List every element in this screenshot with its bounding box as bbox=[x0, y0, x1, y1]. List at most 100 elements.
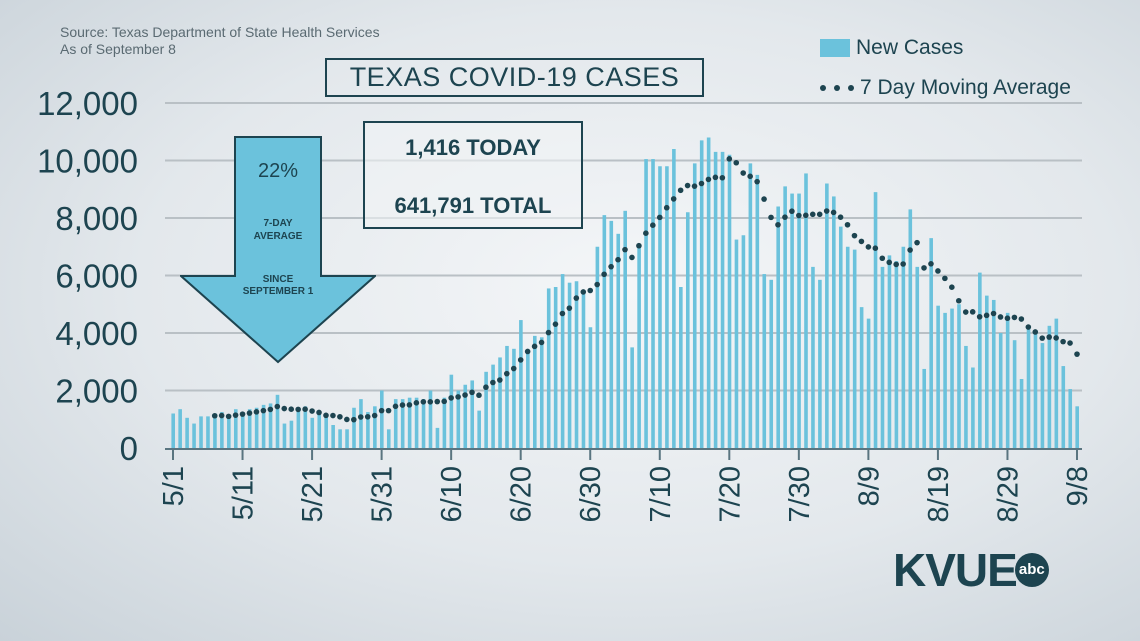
average-dot bbox=[893, 261, 899, 268]
kvue-logo: KVUE abc bbox=[893, 543, 1049, 597]
average-dot bbox=[469, 389, 475, 396]
bar bbox=[199, 416, 203, 448]
legend-label: New Cases bbox=[856, 36, 964, 59]
average-dot bbox=[663, 204, 670, 211]
average-dot bbox=[670, 196, 677, 202]
y-tick-label: 10,000 bbox=[37, 143, 138, 180]
average-dot bbox=[608, 263, 614, 270]
bar bbox=[838, 226, 843, 448]
x-tick-label: 8/19 bbox=[923, 466, 955, 522]
bar bbox=[373, 406, 377, 448]
x-tick-label: 7/20 bbox=[714, 466, 746, 522]
average-dot bbox=[538, 339, 545, 346]
average-dot bbox=[858, 238, 865, 245]
bar bbox=[804, 173, 808, 448]
bar bbox=[776, 206, 780, 448]
average-dot bbox=[865, 244, 872, 250]
average-dot bbox=[344, 416, 350, 423]
average-dot bbox=[886, 259, 893, 266]
bar bbox=[192, 423, 196, 448]
x-tick-label: 6/20 bbox=[506, 466, 538, 522]
bar bbox=[602, 215, 607, 448]
average-dot bbox=[1011, 314, 1018, 321]
bar bbox=[331, 425, 335, 448]
bar bbox=[282, 423, 287, 448]
source-note: Source: Texas Department of State Health… bbox=[60, 24, 380, 58]
average-dot bbox=[1046, 334, 1052, 340]
bar bbox=[748, 163, 753, 448]
average-dot bbox=[510, 365, 517, 372]
average-dot bbox=[928, 260, 934, 267]
x-tick-label: 5/1 bbox=[158, 466, 190, 506]
arrow-percent: 22% bbox=[257, 160, 299, 182]
average-dot bbox=[955, 297, 962, 304]
bar bbox=[206, 416, 210, 448]
average-dot bbox=[1074, 351, 1080, 357]
average-dot bbox=[761, 196, 767, 202]
average-dot bbox=[803, 212, 809, 219]
average-dot bbox=[211, 412, 218, 419]
as-of-text: As of September 8 bbox=[60, 41, 176, 57]
average-dot bbox=[601, 271, 607, 278]
bar bbox=[880, 266, 885, 448]
average-dot bbox=[559, 310, 566, 317]
average-dot bbox=[643, 230, 649, 236]
average-dot bbox=[650, 222, 656, 228]
average-dot bbox=[935, 268, 941, 274]
arrow-line1: 7-DAY bbox=[263, 218, 293, 229]
average-dot bbox=[1053, 335, 1059, 341]
today-count: 1,416 TODAY bbox=[405, 135, 541, 160]
bar bbox=[519, 320, 523, 448]
average-dot bbox=[809, 211, 816, 218]
bar bbox=[359, 399, 363, 448]
average-dot bbox=[796, 212, 802, 219]
bar bbox=[644, 159, 648, 448]
bar bbox=[484, 371, 488, 448]
average-dot bbox=[677, 187, 684, 194]
average-dot bbox=[747, 173, 753, 180]
bar bbox=[894, 261, 899, 448]
y-tick-label: 4,000 bbox=[55, 315, 138, 352]
average-dot bbox=[789, 208, 795, 215]
average-dot bbox=[399, 402, 406, 408]
bar bbox=[609, 220, 614, 448]
average-dot bbox=[281, 405, 288, 412]
average-dot bbox=[754, 178, 760, 185]
bar bbox=[435, 427, 440, 448]
arrow-line3: SINCE bbox=[262, 274, 294, 285]
bar bbox=[477, 410, 481, 448]
x-tick-label: 8/29 bbox=[992, 466, 1024, 522]
bar bbox=[637, 245, 641, 448]
average-dot bbox=[239, 411, 246, 417]
average-dot bbox=[462, 392, 468, 398]
bar bbox=[1068, 389, 1073, 448]
bar bbox=[317, 413, 322, 448]
bar bbox=[915, 266, 920, 448]
stats-box: 1,416 TODAY 641,791 TOTAL bbox=[363, 121, 583, 229]
bar bbox=[588, 327, 593, 448]
bar bbox=[595, 246, 600, 448]
average-dot bbox=[705, 176, 712, 183]
average-dot bbox=[337, 413, 343, 420]
average-dot bbox=[448, 395, 454, 401]
average-dot bbox=[427, 398, 434, 405]
average-dot bbox=[983, 312, 990, 319]
x-tick-label: 5/31 bbox=[367, 466, 399, 522]
bar bbox=[685, 212, 690, 448]
average-dot bbox=[503, 370, 510, 377]
average-dot bbox=[1039, 335, 1046, 341]
bar bbox=[769, 279, 774, 448]
bar bbox=[400, 399, 405, 448]
average-dot bbox=[232, 412, 239, 418]
bar bbox=[171, 413, 175, 448]
average-dot bbox=[719, 174, 726, 181]
bar bbox=[651, 159, 655, 448]
legend-label: 7 Day Moving Average bbox=[860, 76, 1071, 99]
bar bbox=[345, 429, 349, 448]
bar bbox=[936, 305, 940, 448]
bar bbox=[567, 282, 572, 448]
y-tick-label: 0 bbox=[120, 430, 138, 467]
average-dot bbox=[733, 159, 740, 166]
bar bbox=[1061, 366, 1066, 448]
bar bbox=[254, 407, 259, 448]
